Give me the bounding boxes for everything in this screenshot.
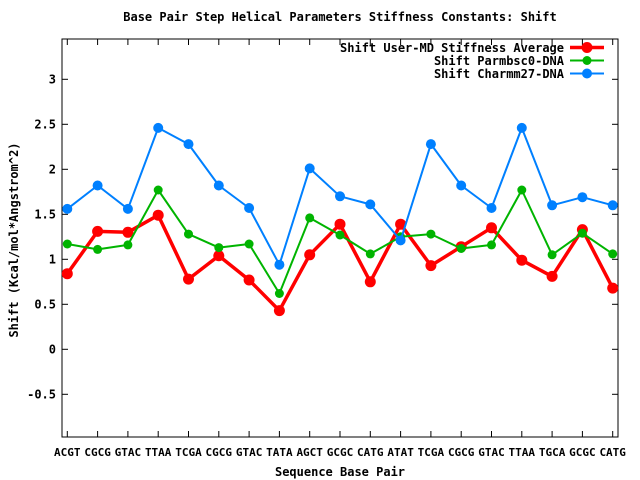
x-tick-label: GTAC <box>236 446 263 459</box>
data-point-2-TGCA <box>547 200 558 211</box>
data-point-1-TGCA <box>547 250 557 260</box>
data-point-1-CATG <box>365 249 375 259</box>
data-point-2-ATAT <box>395 235 406 246</box>
x-tick-label: CGCG <box>206 446 233 459</box>
legend-sample-marker <box>582 56 592 65</box>
data-point-2-TCGA <box>425 139 436 150</box>
data-point-2-ACGT <box>62 203 73 214</box>
data-point-1-CATG <box>608 249 618 259</box>
data-point-0-TTAA <box>516 254 528 266</box>
legend-entry-parmbsc0: Shift Parmbsc0-DNA <box>340 53 604 68</box>
data-point-2-CGCG <box>456 180 467 191</box>
y-tick-label: 2 <box>49 162 56 176</box>
legend-label-parmbsc0: Shift Parmbsc0-DNA <box>433 53 564 68</box>
data-point-0-CATG <box>607 282 619 294</box>
data-point-1-CGCG <box>456 244 466 253</box>
data-point-1-GTAC <box>244 239 254 249</box>
data-point-0-CATG <box>364 276 376 288</box>
data-point-1-TTAA <box>517 185 527 195</box>
data-point-2-CGCG <box>213 180 224 191</box>
data-point-2-CATG <box>607 200 618 211</box>
legend-label-charmm27: Shift Charmm27-DNA <box>433 66 564 81</box>
data-point-1-GTAC <box>487 240 496 250</box>
data-point-0-TGCA <box>546 270 558 282</box>
y-tick-label: 0 <box>49 342 56 356</box>
data-point-0-ATAT <box>395 218 407 230</box>
data-point-1-TCGA <box>184 229 193 239</box>
data-point-0-GTAC <box>486 222 497 234</box>
data-point-1-TTAA <box>153 185 163 195</box>
data-point-2-GTAC <box>122 203 133 214</box>
y-tick-label: 2.5 <box>34 117 56 131</box>
data-point-0-TCGA <box>183 273 194 285</box>
data-point-2-GTAC <box>486 203 497 213</box>
x-tick-label: TATA <box>266 446 293 459</box>
legend-entry-user-md: Shift User-MD Stiffness Average <box>340 40 604 55</box>
data-point-0-ACGT <box>61 268 73 280</box>
legend-line-sample-user-md <box>570 42 604 53</box>
data-point-1-GTAC <box>123 240 133 250</box>
data-point-2-GCGC <box>335 191 345 202</box>
x-tick-label: ATAT <box>387 446 414 459</box>
x-tick-label: CGCG <box>84 446 111 459</box>
data-point-2-GTAC <box>244 203 255 213</box>
legend-line-sample-charmm27 <box>570 68 604 79</box>
data-point-2-TCGA <box>183 139 194 150</box>
data-point-1-GCGC <box>577 228 587 238</box>
x-tick-label: GCGC <box>569 446 596 459</box>
data-point-2-AGCT <box>304 163 315 174</box>
x-tick-label: TCGA <box>175 446 202 459</box>
data-point-1-TCGA <box>426 229 436 239</box>
data-point-0-TATA <box>273 305 285 317</box>
data-point-2-TTAA <box>516 122 527 133</box>
data-point-0-TCGA <box>425 260 437 272</box>
x-tick-label: GTAC <box>478 446 505 459</box>
data-point-2-CGCG <box>92 180 103 191</box>
data-point-1-AGCT <box>305 213 315 223</box>
x-tick-label: CATG <box>357 446 384 459</box>
series-line-1 <box>66 189 614 295</box>
legend-line-sample-parmbsc0 <box>570 56 604 65</box>
chart-title: Base Pair Step Helical Parameters Stiffn… <box>123 10 557 24</box>
data-point-0-GTAC <box>243 274 255 286</box>
data-point-1-ACGT <box>62 239 72 249</box>
data-point-2-GCGC <box>577 192 588 203</box>
y-tick-label: 0.5 <box>34 297 56 311</box>
x-tick-label: GTAC <box>115 446 142 459</box>
y-tick-label: 1 <box>49 252 56 266</box>
data-point-0-GCGC <box>334 218 346 230</box>
data-point-2-CATG <box>365 199 376 210</box>
x-axis-title: Sequence Base Pair <box>274 465 406 479</box>
data-point-0-GTAC <box>122 226 134 238</box>
data-point-1-GCGC <box>335 230 345 240</box>
legend-label-user-md: Shift User-MD Stiffness Average <box>340 40 564 55</box>
x-tick-label: TTAA <box>509 446 536 459</box>
x-tick-label: ACGT <box>54 446 81 459</box>
data-point-2-TTAA <box>153 122 164 133</box>
data-point-1-CGCG <box>93 244 103 254</box>
data-point-0-CGCG <box>92 225 104 237</box>
data-point-1-CGCG <box>214 243 224 253</box>
x-tick-label: TCGA <box>418 446 445 459</box>
data-point-0-CGCG <box>213 250 225 262</box>
y-tick-label: 1.5 <box>34 207 56 221</box>
y-tick-label: -0.5 <box>27 387 56 401</box>
data-point-2-TATA <box>274 259 285 270</box>
x-tick-label: AGCT <box>296 446 323 459</box>
legend-sample-marker <box>581 42 593 53</box>
data-point-0-TTAA <box>152 209 164 221</box>
data-point-1-TATA <box>274 289 284 298</box>
legend-sample-marker <box>582 68 592 79</box>
x-tick-label: GCGC <box>327 446 354 459</box>
legend-entry-charmm27: Shift Charmm27-DNA <box>340 66 604 81</box>
data-point-0-AGCT <box>304 249 316 261</box>
x-tick-label: TGCA <box>539 446 566 459</box>
x-tick-label: CATG <box>599 446 626 459</box>
x-tick-label: CGCG <box>448 446 475 459</box>
x-tick-label: TTAA <box>145 446 172 459</box>
legend: Shift User-MD Stiffness Average Shift Pa… <box>340 40 604 81</box>
y-tick-label: 3 <box>49 72 56 86</box>
